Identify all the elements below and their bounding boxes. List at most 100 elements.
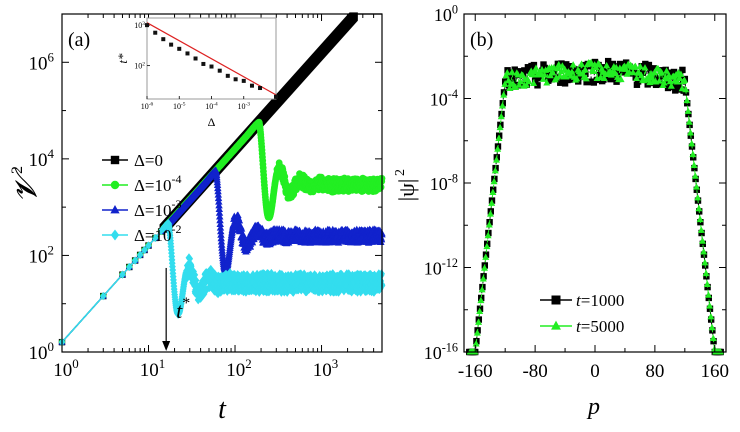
b-series-point [495,134,503,141]
b-y-tick-label: 10-16 [424,340,458,363]
b-series-point [681,76,689,83]
inset-y-tick-label-exp: 3 [142,21,145,27]
inset-x-tick-label-exp: -6 [149,102,154,108]
b-series-point [637,71,645,79]
inset-point [233,77,238,82]
b-series-point [677,70,685,77]
b-series-point [699,240,706,248]
series-point [214,194,223,202]
b-y-tick-label: 100 [434,2,458,25]
inset-y-tick-label-exp: 2 [142,61,145,67]
legend-marker [110,229,120,241]
x-tick-label: 103 [313,356,338,381]
legend-label-main: Δ=10 [134,226,172,245]
series-point [349,12,358,21]
panel-b-ylabel-main: |ψ| [394,179,419,202]
b-series-point [670,68,678,76]
b-y-tick-label-base: 10 [430,90,448,110]
y-tick-label: 102 [29,242,54,267]
tstar-label-sup: * [182,295,190,312]
series-point [100,291,107,301]
y-tick-label-base: 10 [29,343,48,364]
b-series-point [475,318,483,325]
b-series-point [539,75,547,82]
inset-point [209,64,214,69]
b-series-point [641,64,649,71]
b-series-point [477,296,485,304]
b-series-point [695,204,703,212]
b-x-tick-label: 160 [701,361,730,382]
b-series-point [486,210,495,217]
b-series-point [622,59,630,66]
series-point [216,223,225,231]
b-series-point [673,78,681,85]
b-series-point [566,76,574,83]
series-point [152,233,159,243]
b-series-point [484,231,492,239]
b-legend-label-var: t [576,291,582,310]
b-series-point [590,79,598,86]
y-tick-label-exp: 0 [48,339,54,354]
b-series-point [705,294,712,302]
b-y-tick-label-base: 10 [434,5,452,25]
b-series-point [552,74,560,81]
series-point [205,276,213,286]
b-series-point [602,74,609,81]
b-series-point [541,64,548,72]
inset-x-tick-label-exp: -5 [181,102,186,108]
inset-point [153,30,158,35]
inset-point [193,56,198,61]
b-series-point [707,313,715,320]
b-series-point [688,139,696,147]
b-series-point [700,248,708,255]
series-point [131,256,139,265]
b-series-point [596,71,603,79]
b-series-point [684,107,692,114]
b-series-point [540,71,548,78]
b-x-tick-label: -80 [522,361,547,382]
b-series-point [629,68,637,76]
b-series-point [611,69,619,77]
b-series-point [581,66,589,73]
b-series-point [607,75,614,83]
series-point [234,211,242,219]
b-series-point [633,81,641,88]
b-y-tick-label: 10-12 [424,256,458,279]
panel-a-legend: Δ=0Δ=10-4Δ=10-3Δ=10-2 [102,151,182,245]
b-series-point [472,340,480,347]
series-point [237,224,246,232]
b-series-point [581,61,588,69]
b-series-point [478,285,486,293]
b-series-point [494,145,502,152]
series-point [217,234,225,242]
panel-b-ylabel: |ψ| 2 [393,169,419,201]
series-point [207,266,215,275]
b-legend-label-var: t [576,317,582,336]
b-y-tick-label-exp: -4 [448,87,458,101]
legend-label-exp: -4 [172,172,182,186]
y-tick-label-exp: 4 [48,146,55,161]
legend-label: Δ=0 [134,151,163,170]
b-series-point [548,76,556,83]
y-tick-label-base: 10 [29,246,48,267]
series-point [242,287,250,297]
b-series-point [543,69,551,77]
b-series-point [693,186,701,193]
inset-x-tick-label: 10-2 [270,102,283,111]
tstar-arrow-head [162,341,171,351]
b-series-point [645,61,653,69]
b-series-point [521,67,528,74]
b-series-point [572,70,580,77]
inset-y-tick-label-base: 10 [134,62,142,71]
b-series-point [497,112,505,120]
b-legend-marker [551,295,561,305]
inset-x-tick-label-base: 10 [141,102,149,111]
inset-x-tick-label-exp: -3 [245,102,250,108]
inset-point [225,73,230,78]
b-series-point [515,81,523,88]
b-series-point [476,307,484,314]
